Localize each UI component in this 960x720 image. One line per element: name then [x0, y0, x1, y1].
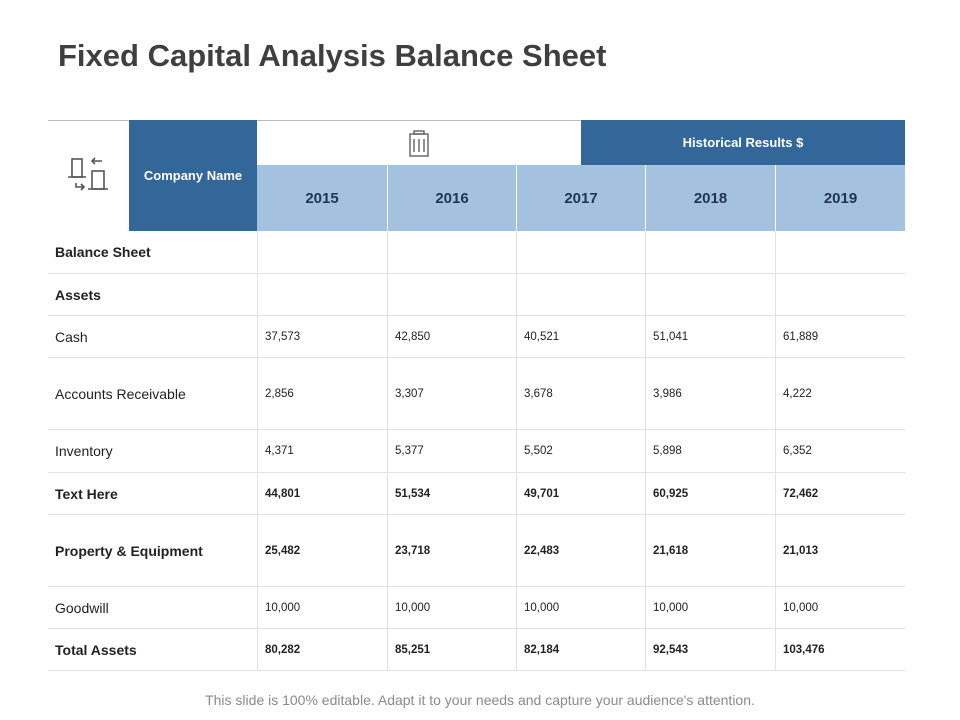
- row-value: 3,678: [516, 358, 645, 430]
- row-value: 80,282: [257, 629, 387, 671]
- year-header: 2015: [257, 165, 387, 231]
- slide-title: Fixed Capital Analysis Balance Sheet: [58, 38, 607, 73]
- row-value: 6,352: [775, 430, 905, 473]
- year-header: 2017: [516, 165, 645, 231]
- footer: This slide is 100% editable. Adapt it to…: [205, 692, 755, 708]
- row-value: [387, 231, 516, 274]
- row-value: 49,701: [516, 473, 645, 515]
- row-value: 21,618: [645, 515, 775, 587]
- row-value: [775, 274, 905, 316]
- row-value: 3,307: [387, 358, 516, 430]
- row-value: 10,000: [516, 587, 645, 629]
- historical-results: Historical Results $: [581, 120, 905, 165]
- row-value: 22,483: [516, 515, 645, 587]
- row-label: Cash: [48, 316, 257, 358]
- company-name: Company Name: [129, 120, 257, 231]
- row-value: 4,371: [257, 430, 387, 473]
- row-value: [775, 231, 905, 274]
- row-value: 37,573: [257, 316, 387, 358]
- row-value: 40,521: [516, 316, 645, 358]
- row-value: 23,718: [387, 515, 516, 587]
- row-value: 25,482: [257, 515, 387, 587]
- row-value: 85,251: [387, 629, 516, 671]
- building-icon: [409, 130, 429, 157]
- row-value: 5,502: [516, 430, 645, 473]
- row-label: Assets: [48, 274, 257, 316]
- row-value: 44,801: [257, 473, 387, 515]
- row-label: Goodwill: [48, 587, 257, 629]
- icon-cell: [48, 120, 130, 231]
- row-value: 51,041: [645, 316, 775, 358]
- year-header: 2016: [387, 165, 516, 231]
- row-value: 5,377: [387, 430, 516, 473]
- row-value: [645, 274, 775, 316]
- row-value: [516, 231, 645, 274]
- row-label: Text Here: [48, 473, 257, 515]
- row-value: 10,000: [387, 587, 516, 629]
- company-icon: [68, 157, 108, 191]
- row-value: 10,000: [257, 587, 387, 629]
- row-value: [645, 231, 775, 274]
- row-value: 2,856: [257, 358, 387, 430]
- row-value: [387, 274, 516, 316]
- row-label: Accounts Receivable: [48, 358, 257, 430]
- year-header: 2018: [645, 165, 775, 231]
- row-value: [257, 274, 387, 316]
- row-label: Inventory: [48, 430, 257, 473]
- row-label: Total Assets: [48, 629, 257, 671]
- year-header: 2019: [775, 165, 905, 231]
- row-value: 4,222: [775, 358, 905, 430]
- row-value: 42,850: [387, 316, 516, 358]
- row-label: Property & Equipment: [48, 515, 257, 587]
- row-value: 3,986: [645, 358, 775, 430]
- row-value: 103,476: [775, 629, 905, 671]
- row-value: 10,000: [645, 587, 775, 629]
- row-value: 82,184: [516, 629, 645, 671]
- row-value: 5,898: [645, 430, 775, 473]
- row-value: 61,889: [775, 316, 905, 358]
- row-value: 92,543: [645, 629, 775, 671]
- row-value: 60,925: [645, 473, 775, 515]
- row-label: Balance Sheet: [48, 231, 257, 274]
- building-cell: [257, 120, 581, 165]
- row-value: 21,013: [775, 515, 905, 587]
- row-value: [516, 274, 645, 316]
- row-value: 10,000: [775, 587, 905, 629]
- row-value: 72,462: [775, 473, 905, 515]
- row-value: 51,534: [387, 473, 516, 515]
- row-value: [257, 231, 387, 274]
